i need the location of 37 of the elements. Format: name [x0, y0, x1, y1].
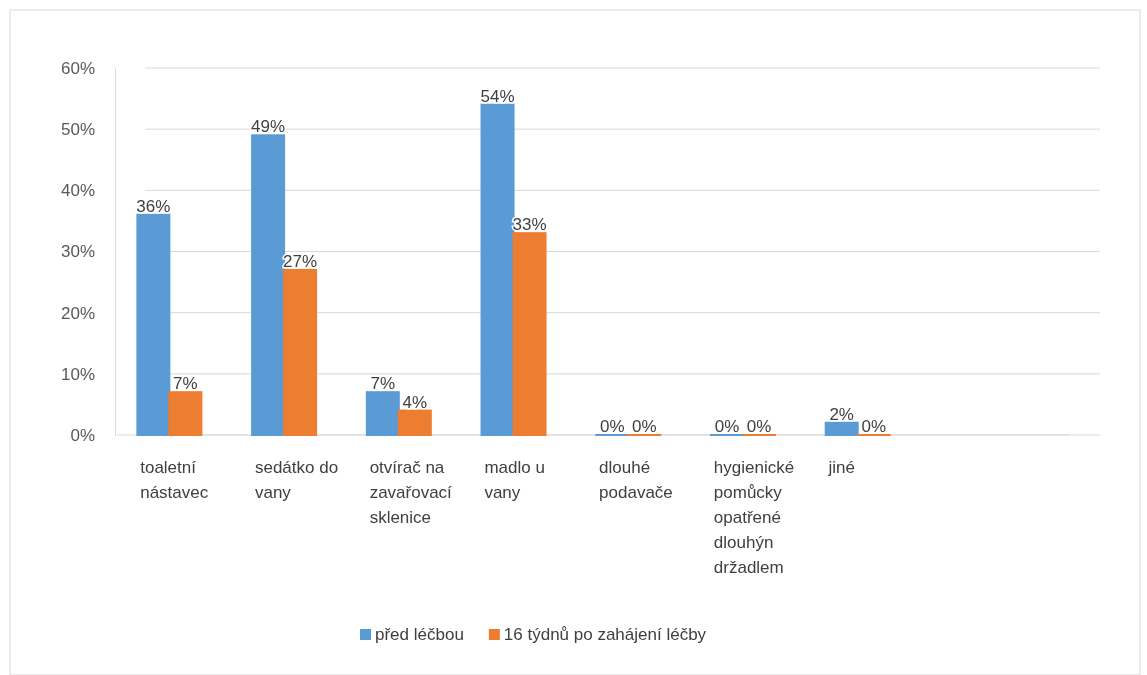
- data-label: 0%: [599, 417, 625, 436]
- y-tick-label: 0%: [70, 425, 95, 445]
- y-tick-label: 60%: [60, 58, 95, 78]
- legend-label: 16 týdnů po zahájení léčby: [503, 625, 707, 644]
- bar: [512, 232, 547, 436]
- data-label: 4%: [402, 392, 428, 412]
- bar: [365, 391, 400, 436]
- data-label: 54%: [480, 86, 515, 106]
- bar: [283, 268, 318, 436]
- x-tick-label: otvírač na zavařovací sklenice: [369, 458, 453, 527]
- data-label: 0%: [746, 417, 772, 436]
- bar: [480, 103, 515, 436]
- data-label: 0%: [861, 417, 886, 436]
- x-tick-label: dlouhé podavače: [599, 458, 673, 502]
- bar: [168, 391, 203, 436]
- y-tick-label: 10%: [60, 364, 95, 384]
- bar: [824, 421, 859, 436]
- data-label: 36%: [136, 196, 171, 216]
- data-label: 0%: [631, 417, 657, 436]
- bar: [251, 134, 286, 436]
- data-label: 2%: [829, 404, 854, 424]
- legend-label: před léčbou: [375, 625, 464, 644]
- y-tick-label: 30%: [60, 242, 95, 262]
- y-tick-label: 20%: [60, 303, 95, 323]
- data-label: 49%: [251, 117, 286, 137]
- x-tick-label: sedátko do vany: [254, 458, 339, 502]
- y-tick-label: 40%: [60, 181, 95, 201]
- x-tick-label: toaletní nástavec: [140, 458, 209, 502]
- data-label: 7%: [370, 374, 396, 394]
- bar: [397, 409, 432, 436]
- y-tick-label: 50%: [60, 120, 95, 140]
- data-label: 7%: [173, 374, 198, 394]
- x-tick-label: madlo u vany: [484, 458, 545, 502]
- data-label: 0%: [714, 417, 740, 436]
- x-tick-label: jiné: [827, 458, 856, 477]
- x-tick-label: hygienické pomůcky opatřené dlouhýn držadlem: [713, 458, 795, 577]
- bar: [136, 213, 171, 436]
